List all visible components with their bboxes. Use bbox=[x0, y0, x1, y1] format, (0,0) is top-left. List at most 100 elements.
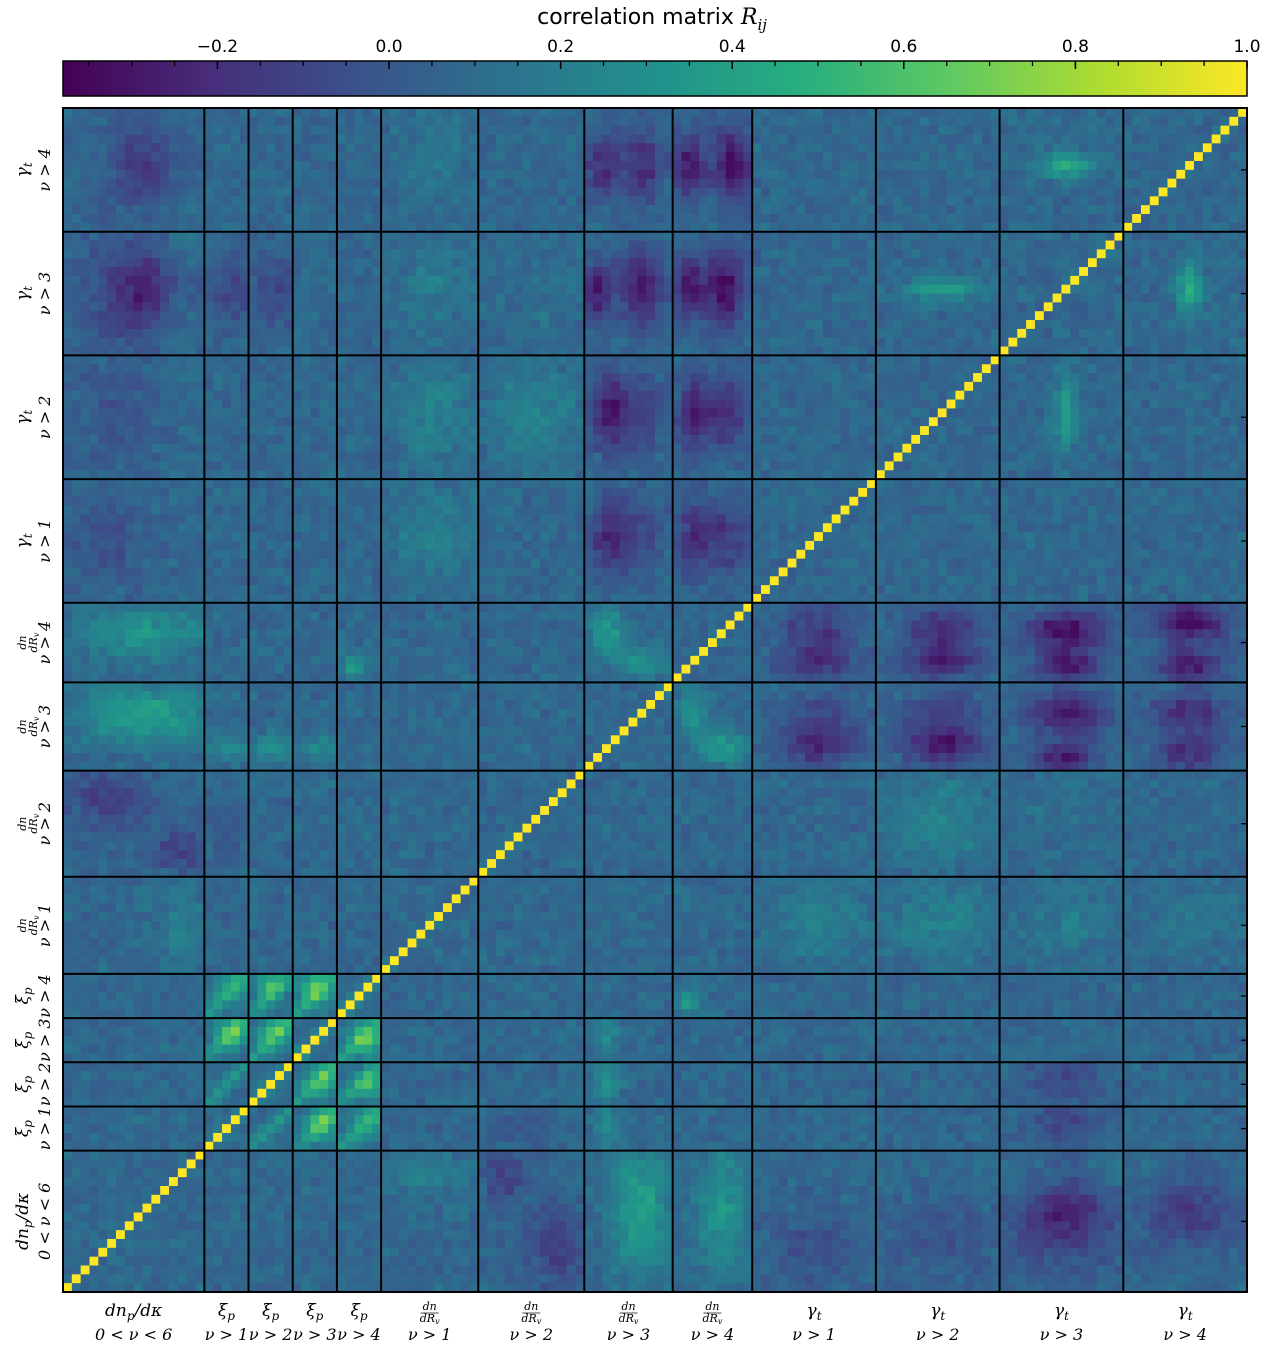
heatmap-cell bbox=[787, 196, 797, 206]
heatmap-cell bbox=[637, 231, 647, 241]
heatmap-cell bbox=[80, 417, 90, 427]
heatmap-cell bbox=[1034, 364, 1045, 374]
heatmap-cell bbox=[71, 161, 82, 171]
heatmap-cell bbox=[1238, 302, 1248, 312]
heatmap-cell bbox=[884, 169, 894, 180]
heatmap-cell bbox=[531, 231, 541, 241]
heatmap-cell bbox=[107, 152, 117, 162]
heatmap-cell bbox=[734, 364, 744, 374]
heatmap-cell bbox=[831, 258, 841, 268]
heatmap-cell bbox=[1167, 169, 1177, 180]
heatmap-cell bbox=[1052, 364, 1062, 374]
heatmap-cell bbox=[787, 178, 797, 188]
heatmap-cell bbox=[398, 320, 408, 330]
heatmap-cell bbox=[840, 293, 850, 303]
heatmap-cell bbox=[1008, 231, 1018, 241]
heatmap-cell bbox=[398, 293, 408, 303]
heatmap-cell bbox=[893, 390, 903, 400]
heatmap-cell bbox=[540, 205, 550, 215]
heatmap-cell bbox=[778, 311, 788, 321]
colorbar-tick-label: 0.0 bbox=[376, 37, 403, 57]
heatmap-cell bbox=[98, 373, 108, 383]
heatmap-cell bbox=[283, 408, 294, 418]
heatmap-cell bbox=[1017, 284, 1027, 294]
heatmap-cell bbox=[177, 328, 188, 339]
heatmap-cell bbox=[442, 381, 453, 392]
heatmap-cell bbox=[884, 108, 894, 118]
heatmap-cell bbox=[248, 293, 258, 303]
heatmap-cell bbox=[787, 311, 797, 321]
heatmap-cell bbox=[601, 134, 612, 144]
heatmap-cell bbox=[822, 381, 833, 392]
heatmap-cell bbox=[937, 417, 947, 427]
heatmap-cell bbox=[1132, 258, 1142, 268]
heatmap-cell bbox=[195, 222, 205, 233]
heatmap-cell bbox=[920, 161, 930, 171]
heatmap-cell bbox=[275, 125, 285, 135]
heatmap-cell bbox=[531, 222, 541, 233]
heatmap-cell bbox=[195, 311, 205, 321]
heatmap-cell bbox=[416, 143, 426, 153]
heatmap-cell bbox=[107, 161, 117, 171]
heatmap-cell bbox=[708, 337, 718, 347]
heatmap-cell bbox=[548, 417, 559, 427]
heatmap-cell bbox=[487, 337, 497, 347]
heatmap-cell bbox=[1070, 417, 1080, 427]
heatmap-cell bbox=[796, 178, 806, 188]
heatmap-cell bbox=[133, 346, 143, 356]
heatmap-cell bbox=[708, 249, 718, 259]
heatmap-cell bbox=[681, 311, 691, 321]
heatmap-cell bbox=[743, 187, 753, 197]
heatmap-cell bbox=[451, 381, 462, 392]
heatmap-cell bbox=[354, 205, 364, 215]
heatmap-cell bbox=[1026, 311, 1036, 321]
heatmap-cell bbox=[681, 284, 691, 294]
heatmap-cell bbox=[230, 408, 241, 418]
heatmap-cell bbox=[1087, 161, 1098, 171]
heatmap-cell bbox=[275, 346, 285, 356]
heatmap-cell bbox=[1220, 222, 1230, 233]
heatmap-cell bbox=[1167, 399, 1177, 409]
heatmap-cell bbox=[858, 426, 868, 436]
heatmap-cell bbox=[973, 196, 983, 206]
heatmap-cell bbox=[920, 258, 930, 268]
heatmap-cell bbox=[495, 408, 506, 418]
heatmap-cell bbox=[655, 302, 665, 312]
heatmap-cell bbox=[177, 346, 188, 356]
heatmap-cell bbox=[460, 125, 470, 135]
heatmap-cell bbox=[1149, 417, 1160, 427]
heatmap-cell bbox=[301, 390, 311, 400]
heatmap-cell bbox=[107, 240, 117, 250]
heatmap-cell bbox=[708, 169, 718, 180]
heatmap-cell bbox=[1052, 417, 1062, 427]
heatmap-cell bbox=[999, 249, 1009, 259]
heatmap-cell bbox=[708, 275, 718, 286]
heatmap-cell bbox=[71, 143, 82, 153]
heatmap-cell bbox=[1132, 134, 1142, 144]
heatmap-cell bbox=[1008, 152, 1018, 162]
heatmap-cell bbox=[752, 311, 762, 321]
heatmap-cell bbox=[1229, 373, 1239, 383]
heatmap-cell bbox=[248, 346, 258, 356]
heatmap-cell bbox=[584, 293, 594, 303]
heatmap-cell bbox=[601, 108, 612, 118]
heatmap-cell bbox=[796, 169, 806, 180]
heatmap-cell bbox=[858, 205, 868, 215]
heatmap-cell bbox=[116, 399, 126, 409]
heatmap-cell bbox=[601, 267, 612, 277]
heatmap-cell bbox=[796, 328, 806, 339]
heatmap-cell bbox=[345, 302, 355, 312]
heatmap-cell bbox=[955, 231, 965, 241]
heatmap-cell bbox=[107, 399, 117, 409]
heatmap-cell bbox=[725, 152, 735, 162]
heatmap-cell bbox=[999, 284, 1009, 294]
heatmap-cell bbox=[655, 328, 665, 339]
heatmap-cell bbox=[1132, 116, 1142, 127]
heatmap-cell bbox=[575, 320, 585, 330]
heatmap-cell bbox=[1087, 293, 1098, 303]
heatmap-cell bbox=[283, 143, 294, 153]
heatmap-cell bbox=[177, 240, 188, 250]
heatmap-cell bbox=[893, 196, 903, 206]
heatmap-cell bbox=[575, 214, 585, 224]
heatmap-cell bbox=[230, 240, 241, 250]
